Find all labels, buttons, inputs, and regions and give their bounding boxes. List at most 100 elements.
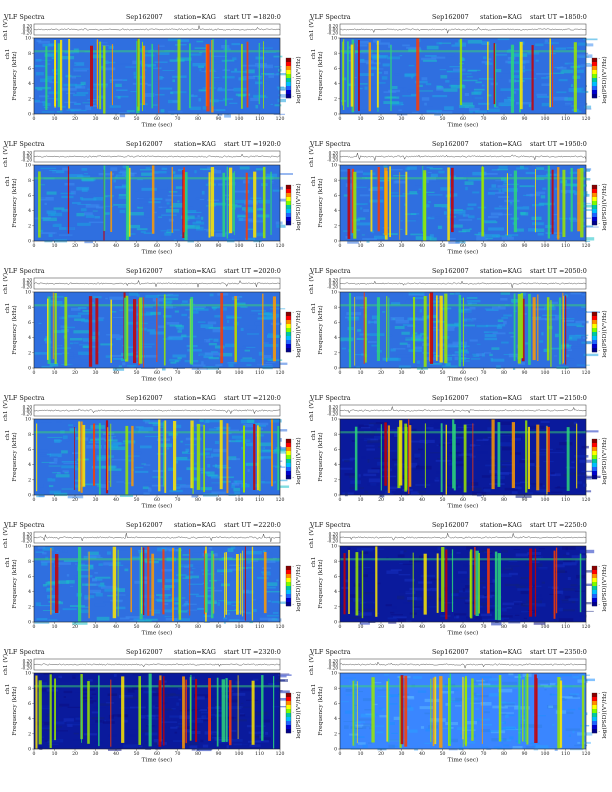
spectrogram-burst	[520, 293, 524, 359]
spectrogram-noise	[167, 447, 170, 450]
spectrogram-noise	[255, 63, 267, 67]
spectrogram-noise	[342, 492, 354, 495]
x-tick-label: 90	[216, 243, 222, 249]
spectrogram-burst	[98, 423, 101, 495]
spectrogram-noise	[347, 316, 360, 321]
y-tick-label: 6	[28, 701, 31, 707]
spectrogram-noise	[173, 424, 182, 429]
ch1-waveform	[339, 152, 587, 162]
spectrogram-noise	[415, 472, 420, 474]
spectrogram-noise	[267, 600, 271, 603]
spectrogram-noise	[550, 491, 563, 494]
spectrogram-noise	[203, 595, 213, 598]
spectrogram-noise	[83, 345, 91, 349]
spectrogram-noise	[462, 229, 471, 233]
spectrogram-burst	[35, 675, 38, 749]
spectrogram-noise	[570, 584, 578, 587]
spectrogram-noise	[564, 595, 571, 599]
y-tick-label: 0	[28, 112, 31, 118]
spectrogram-noise	[250, 97, 260, 102]
spectrogram-noise	[222, 695, 229, 698]
spectrogram-noise	[75, 437, 80, 440]
spectrogram-noise	[354, 354, 366, 356]
spectrogram-noise	[525, 238, 531, 240]
spectrogram-noise	[489, 483, 505, 485]
spectrogram-noise	[262, 52, 277, 53]
spectrogram-noise	[340, 467, 353, 470]
spectrogram-noise	[229, 102, 238, 104]
colorbar-tick-label: -	[293, 75, 295, 80]
x-tick-label: 60	[154, 370, 160, 376]
spectrogram-noise	[466, 76, 473, 78]
spectrogram-noise	[234, 492, 241, 495]
spectrogram-noise	[488, 583, 493, 585]
spectrogram-noise	[444, 328, 455, 331]
spectrogram-noise	[465, 585, 472, 589]
y-tick-label: 2	[28, 350, 31, 356]
x-tick-label: 20	[72, 243, 78, 249]
spectrogram-noise	[189, 745, 198, 749]
spectrogram-burst	[384, 422, 387, 486]
spectrogram-noise	[49, 363, 59, 367]
spectrogram-burst	[246, 41, 249, 108]
spectrogram-noise	[412, 619, 427, 622]
colorbar-segment	[592, 455, 597, 460]
spectrogram-noise	[504, 199, 520, 203]
spectrogram-noise	[227, 362, 237, 364]
colorbar-segment	[592, 574, 597, 579]
spectrogram-noise	[129, 172, 137, 175]
spectrogram-noise	[269, 419, 282, 423]
spectrogram-noise	[78, 679, 83, 683]
spectrogram-noise	[66, 226, 75, 230]
spectrogram-noise	[114, 186, 131, 189]
spectrogram-noise	[225, 610, 237, 612]
colorbar-segment	[286, 459, 291, 464]
spectrogram-noise	[142, 576, 150, 580]
spectrogram-noise	[450, 589, 460, 593]
spectrogram-noise	[141, 729, 154, 733]
spectrogram-noise	[174, 731, 178, 734]
colorbar-tick-label: -	[599, 691, 601, 696]
spectrogram-noise	[176, 91, 187, 94]
spectrogram-noise	[376, 731, 384, 734]
x-tick-label: 120	[276, 243, 285, 249]
spectrogram-burst	[430, 678, 432, 743]
spectrogram-noise	[42, 610, 53, 611]
spectrogram-noise	[458, 571, 467, 574]
spectrogram-noise	[476, 439, 489, 441]
spectrogram-noise	[78, 357, 81, 360]
spectrogram-burst	[487, 41, 489, 111]
spectrogram-noise	[94, 705, 98, 709]
spectrogram-noise	[155, 598, 162, 601]
spectrogram-noise	[511, 75, 523, 79]
spectrogram-noise	[355, 724, 370, 727]
spectrogram-noise	[141, 172, 153, 176]
spectrogram-noise	[269, 312, 275, 314]
spectrogram-noise	[577, 732, 593, 736]
spectrogram-noise	[542, 187, 547, 190]
x-tick-label: 100	[235, 751, 244, 757]
spectrogram-noise	[440, 726, 450, 729]
spectrogram-noise	[187, 709, 201, 711]
spectrogram-noise	[369, 725, 385, 727]
spectrogram-noise	[100, 343, 113, 346]
spectrogram-noise	[53, 685, 63, 690]
spectrogram-noise	[528, 228, 538, 232]
spectrogram-noise	[521, 458, 528, 461]
spectrogram-noise	[448, 237, 456, 240]
y-tick-label: 6	[28, 447, 31, 453]
y-tick-label: 8	[28, 686, 31, 692]
x-tick-label: 50	[440, 116, 446, 122]
spectrogram-noise	[119, 170, 130, 174]
spectrogram-noise	[458, 219, 473, 221]
header-date: Sep162007	[432, 267, 469, 275]
spectrogram-noise	[63, 326, 75, 329]
spectrogram-noise	[472, 191, 480, 194]
spectrogram-noise	[536, 454, 547, 456]
spectrogram-noise	[565, 294, 568, 298]
spectrogram-noise	[555, 47, 566, 50]
spectrogram-noise	[50, 213, 55, 216]
spectrogram-noise	[245, 69, 255, 74]
spectrogram-noise	[120, 743, 134, 745]
spectrogram-noise	[388, 744, 395, 748]
